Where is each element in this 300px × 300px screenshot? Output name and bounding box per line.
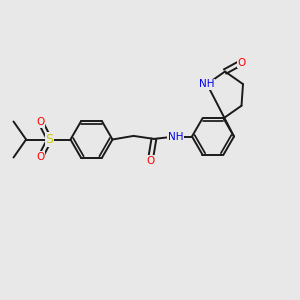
Text: O: O	[36, 117, 45, 127]
Text: O: O	[237, 58, 246, 68]
Text: NH: NH	[168, 131, 183, 142]
Text: NH: NH	[199, 79, 215, 89]
Text: S: S	[46, 133, 53, 146]
Text: O: O	[36, 152, 45, 162]
Text: O: O	[146, 155, 154, 166]
